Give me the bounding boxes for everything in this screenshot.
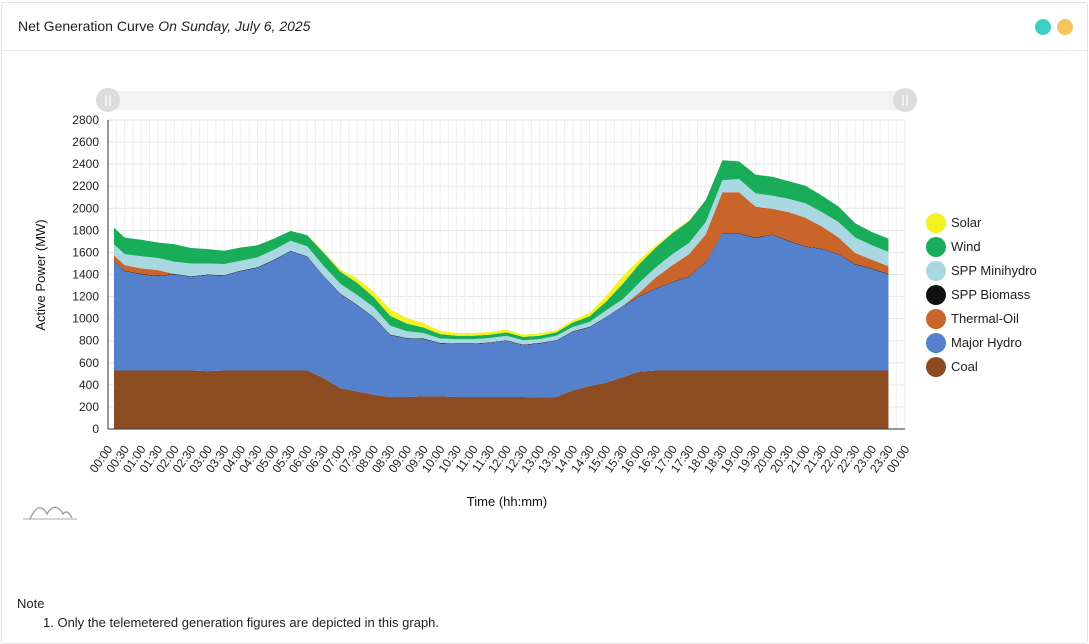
note-item: 1. Only the telemetered generation figur… <box>43 615 440 630</box>
card-header: Net Generation Curve On Sunday, July 6, 2… <box>2 3 1087 51</box>
range-handle-left[interactable] <box>96 88 120 112</box>
orange-dot-button[interactable] <box>1057 19 1073 35</box>
legend-swatch[interactable] <box>926 237 946 257</box>
note-heading: Note <box>17 596 45 611</box>
line-chart-icon[interactable] <box>29 506 73 520</box>
area-series-major-hydro <box>114 233 889 398</box>
chart-title: Net Generation Curve On Sunday, July 6, 2… <box>18 18 310 34</box>
y-tick-label: 2600 <box>72 135 99 149</box>
legend-swatch[interactable] <box>926 261 946 281</box>
y-tick-label: 600 <box>79 356 99 370</box>
legend-swatch[interactable] <box>926 285 946 305</box>
area-series-wind <box>114 160 889 341</box>
y-tick-label: 2800 <box>72 113 99 127</box>
y-tick-label: 1200 <box>72 290 99 304</box>
y-tick-label: 400 <box>79 378 99 392</box>
range-handle-right[interactable] <box>893 88 917 112</box>
area-series-spp-minihydro <box>114 179 889 345</box>
legend-swatch[interactable] <box>926 333 946 353</box>
legend-label[interactable]: SPP Biomass <box>951 287 1031 302</box>
y-tick-label: 2000 <box>72 201 99 215</box>
legend-label[interactable]: Wind <box>951 239 981 254</box>
y-tick-label: 1400 <box>72 268 99 282</box>
legend-label[interactable]: SPP Minihydro <box>951 263 1037 278</box>
legend-swatch[interactable] <box>926 213 946 233</box>
chart-date: On Sunday, July 6, 2025 <box>158 18 311 34</box>
legend-label[interactable]: Solar <box>951 215 982 230</box>
legend-label[interactable]: Coal <box>951 359 978 374</box>
legend-label[interactable]: Major Hydro <box>951 335 1022 350</box>
y-tick-label: 2400 <box>72 157 99 171</box>
generation-chart: 0 200 400 600 800 1000 1200 1400 1600 1800 2000 220… <box>23 88 1037 520</box>
y-tick-label: 200 <box>79 400 99 414</box>
y-tick-label: 800 <box>79 334 99 348</box>
y-tick-label: 0 <box>92 422 99 436</box>
y-axis-title: Active Power (MW) <box>33 219 48 330</box>
legend-swatch[interactable] <box>926 357 946 377</box>
teal-dot-button[interactable] <box>1035 19 1051 35</box>
range-slider-track[interactable] <box>104 91 914 110</box>
y-tick-label: 1800 <box>72 223 99 237</box>
y-tick-label: 1000 <box>72 312 99 326</box>
chart-title-text: Net Generation Curve <box>18 18 155 34</box>
legend-label[interactable]: Thermal-Oil <box>951 311 1019 326</box>
legend-swatch[interactable] <box>926 309 946 329</box>
x-axis-title: Time (hh:mm) <box>467 494 547 509</box>
y-tick-label: 2200 <box>72 179 99 193</box>
y-tick-label: 1600 <box>72 245 99 259</box>
area-series-coal <box>114 370 889 429</box>
